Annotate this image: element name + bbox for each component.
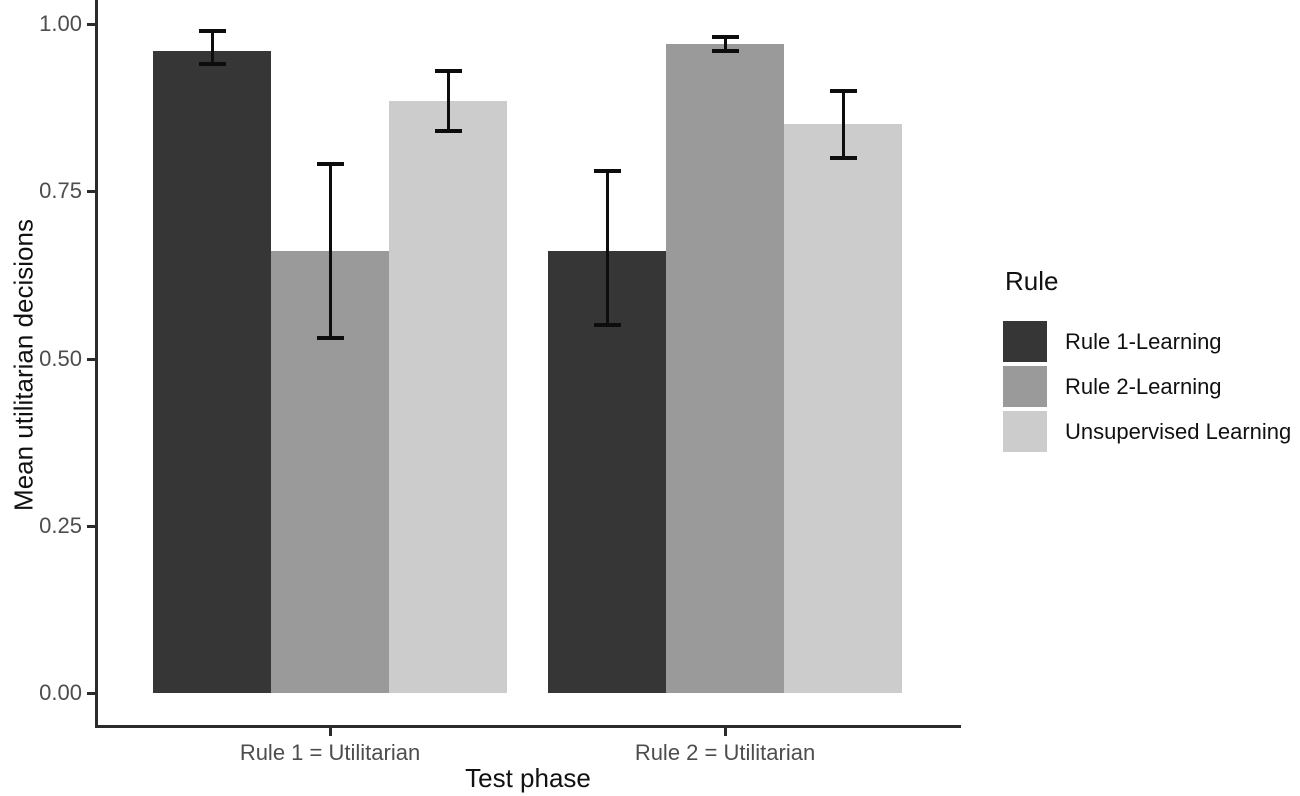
x-tick-label: Rule 2 = Utilitarian bbox=[634, 740, 816, 765]
legend-swatch bbox=[1003, 321, 1047, 362]
legend-item-label: Rule 1-Learning bbox=[1065, 328, 1222, 354]
error-bar-cap-bottom bbox=[711, 48, 739, 53]
error-bar-line bbox=[605, 171, 609, 326]
legend-swatch bbox=[1003, 411, 1047, 452]
error-bar-cap-top bbox=[434, 68, 462, 73]
bar bbox=[153, 50, 271, 693]
y-tick-label: 0.25 bbox=[39, 512, 82, 538]
bar bbox=[666, 44, 784, 693]
y-axis-line bbox=[95, 0, 98, 728]
bar bbox=[784, 124, 902, 693]
legend-swatch bbox=[1003, 366, 1047, 407]
x-axis-line bbox=[95, 725, 961, 728]
legend-item-label: Unsupervised Learning bbox=[1065, 418, 1292, 444]
y-tick bbox=[87, 524, 95, 528]
y-tick bbox=[87, 190, 95, 194]
x-tick bbox=[329, 728, 332, 736]
bar bbox=[389, 100, 507, 693]
y-tick-label: 1.00 bbox=[39, 11, 82, 36]
error-bar-cap-bottom bbox=[434, 129, 462, 134]
error-bar-cap-bottom bbox=[593, 323, 621, 328]
legend-item: Unsupervised Learning bbox=[1003, 411, 1291, 452]
plot-panel bbox=[95, 0, 961, 728]
error-bar-line bbox=[446, 70, 450, 132]
y-tick-label: 0.75 bbox=[39, 178, 82, 204]
y-tick bbox=[87, 357, 95, 361]
error-bar-line bbox=[210, 30, 214, 65]
legend-title: Rule bbox=[1005, 266, 1059, 296]
error-bar-line bbox=[841, 90, 845, 158]
error-bar-cap-top bbox=[198, 28, 226, 33]
error-bar-cap-bottom bbox=[829, 155, 857, 160]
y-tick bbox=[87, 692, 95, 695]
error-bar-line bbox=[723, 37, 727, 51]
error-bar-cap-top bbox=[316, 162, 344, 167]
error-bar-cap-bottom bbox=[198, 62, 226, 67]
error-bar-cap-top bbox=[593, 169, 621, 174]
error-bar-line bbox=[328, 164, 332, 339]
error-bar-cap-top bbox=[829, 88, 857, 93]
x-axis-title: Test phase bbox=[465, 763, 591, 793]
y-tick-label: 0.50 bbox=[39, 345, 82, 371]
legend-item: Rule 2-Learning bbox=[1003, 366, 1291, 407]
legend: Rule Rule 1-Learning Rule 2-Learning Unsup… bbox=[1003, 266, 1291, 456]
y-tick-label: 0.00 bbox=[39, 680, 82, 705]
y-tick bbox=[87, 23, 95, 26]
legend-item: Rule 1-Learning bbox=[1003, 321, 1291, 362]
legend-item-label: Rule 2-Learning bbox=[1065, 373, 1222, 399]
error-bar-cap-bottom bbox=[316, 336, 344, 341]
x-tick bbox=[724, 728, 727, 736]
error-bar-cap-top bbox=[711, 35, 739, 40]
x-tick-label: Rule 1 = Utilitarian bbox=[239, 740, 421, 765]
legend-items: Rule 1-Learning Rule 2-Learning Unsupervis… bbox=[1003, 321, 1291, 452]
